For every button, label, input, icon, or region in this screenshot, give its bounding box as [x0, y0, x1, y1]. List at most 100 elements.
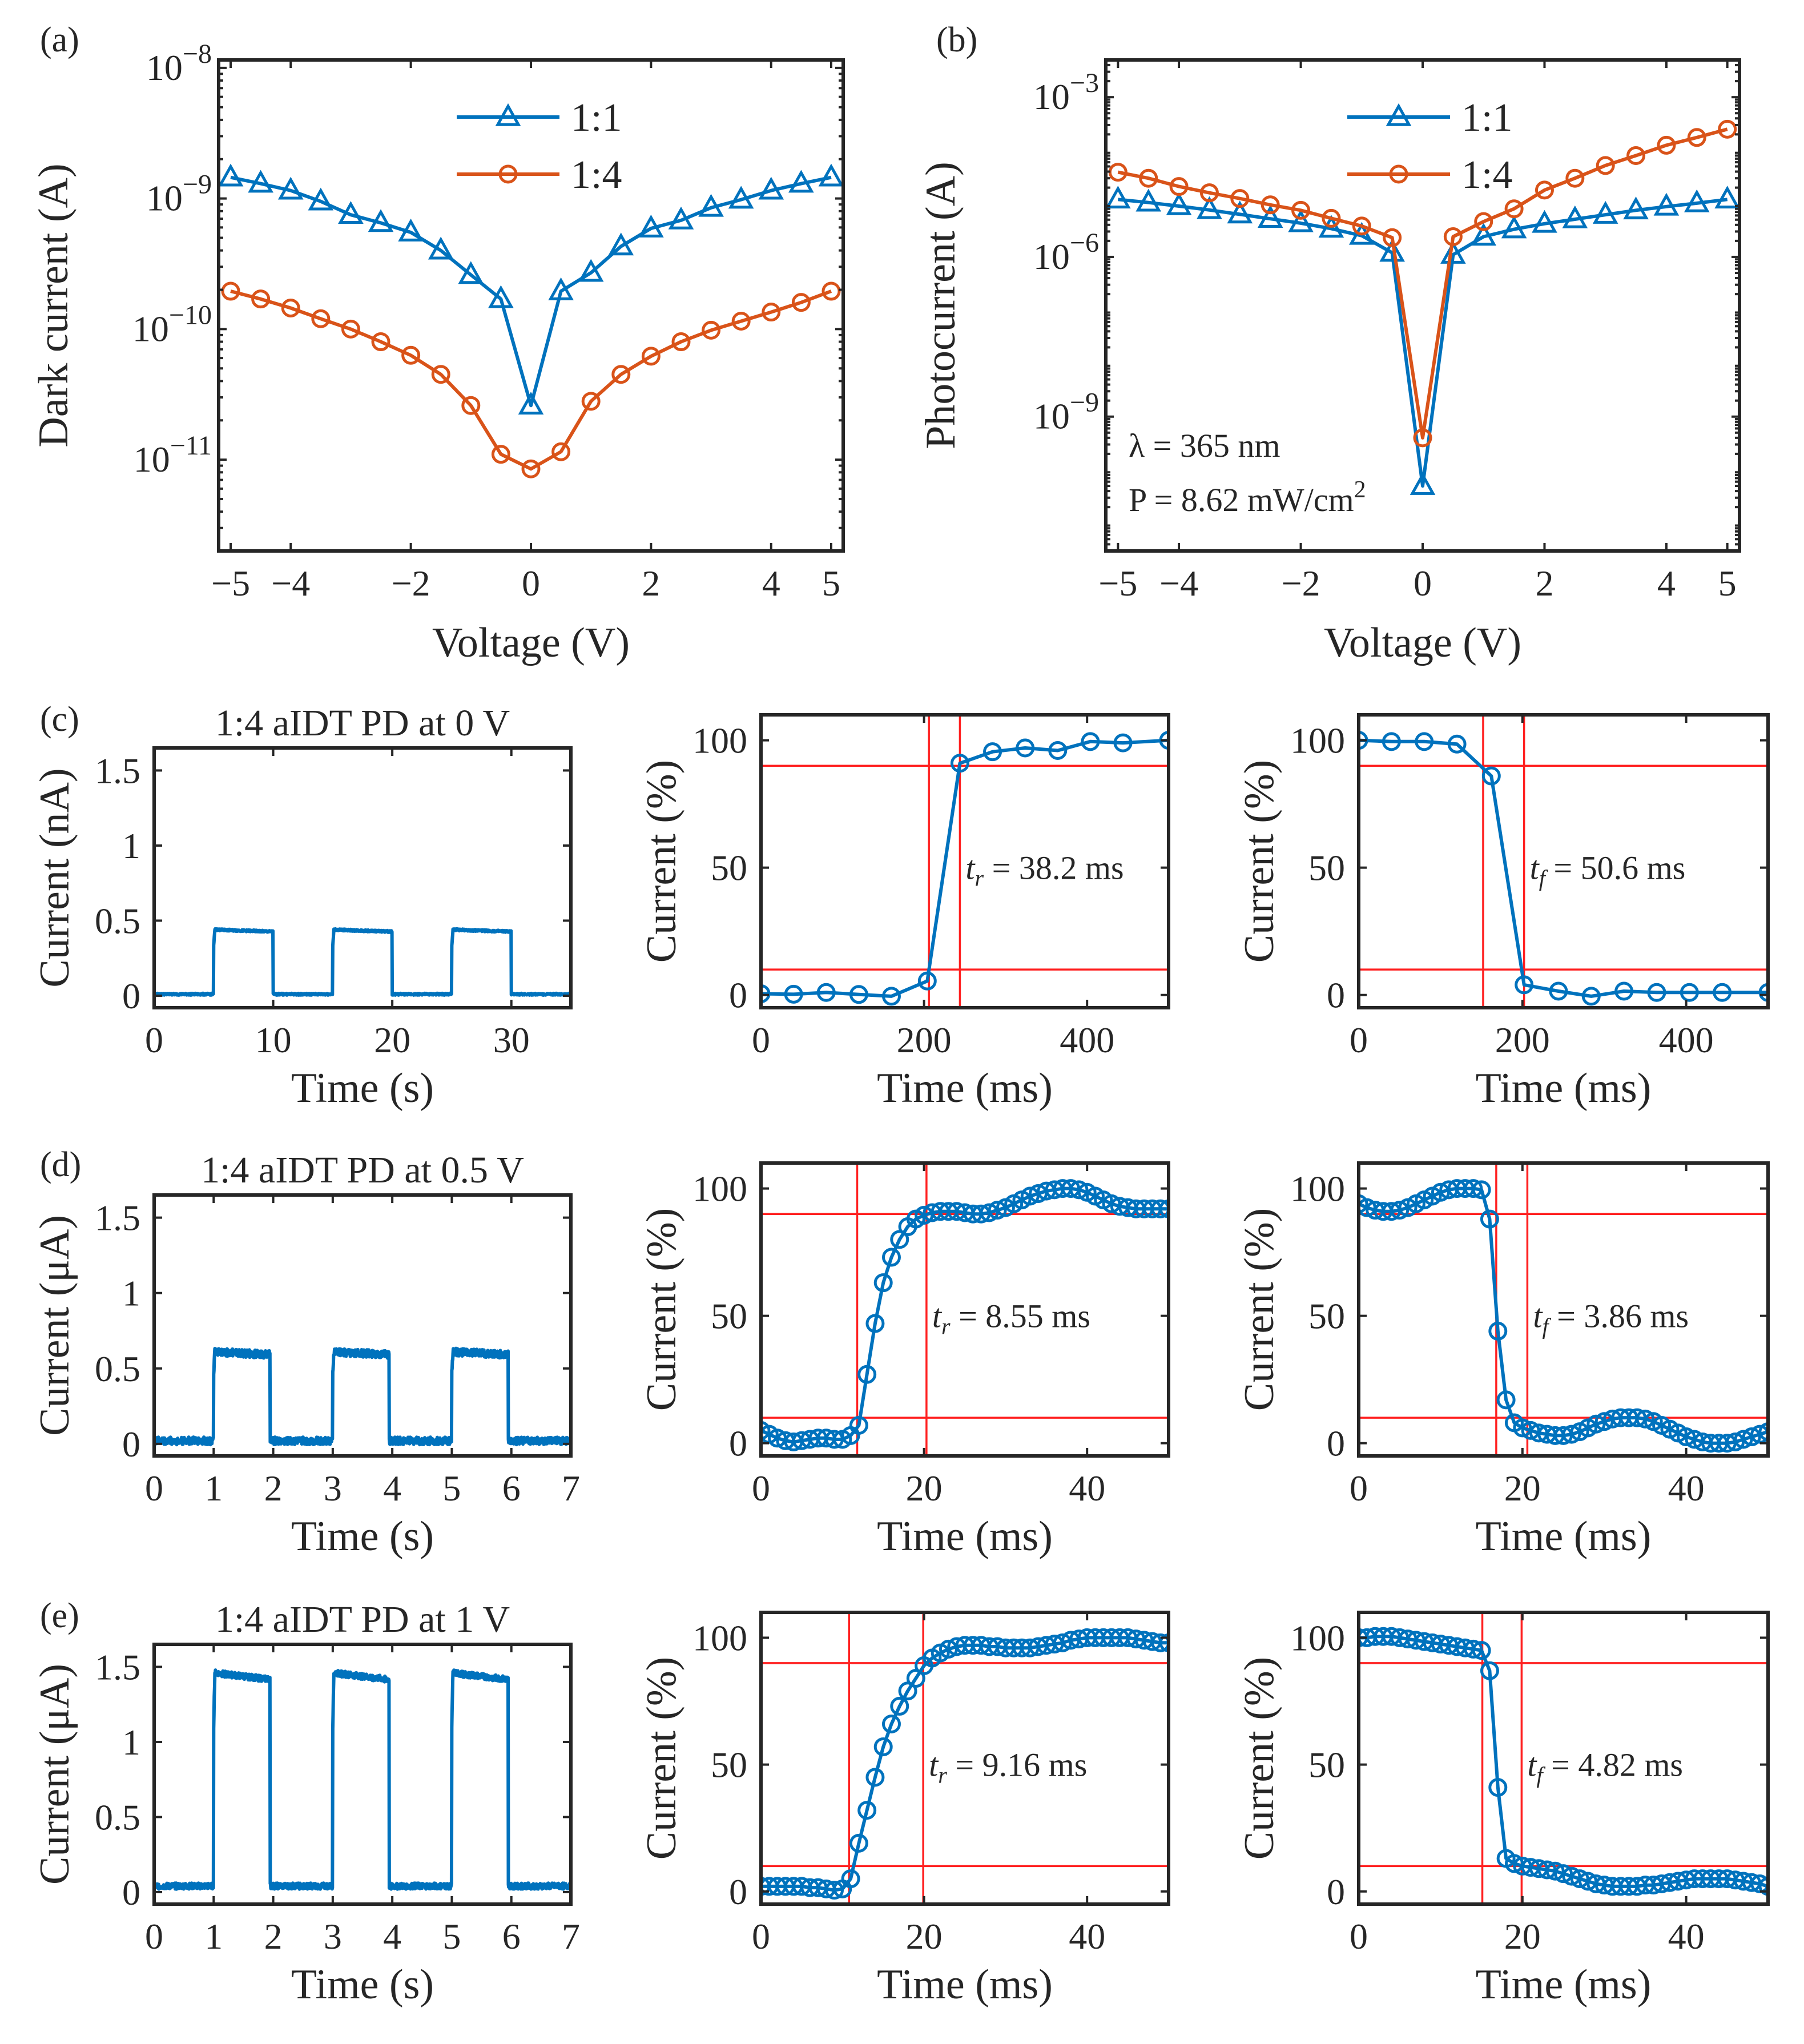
- y-tick-label: 0.5: [95, 900, 140, 941]
- y-tick-label: 1.5: [95, 1198, 140, 1238]
- x-tick-label: 3: [324, 1916, 342, 1957]
- plot-frame: [759, 713, 1170, 1009]
- x-tick-label: 0: [1350, 1468, 1368, 1508]
- data-point: [1714, 186, 1739, 209]
- data-point: [950, 754, 969, 773]
- data-point: [1581, 987, 1601, 1006]
- x-tick-label: 0: [145, 1020, 163, 1060]
- x-tick-label: 20: [906, 1468, 943, 1508]
- x-tick-label: 4: [383, 1916, 401, 1957]
- data-point: [1734, 1430, 1753, 1449]
- x-tick-label: 5: [442, 1916, 461, 1957]
- y-tick-label: 10−3: [1033, 68, 1099, 117]
- y-tick-label: 1: [122, 826, 140, 866]
- x-tick-label: 2: [1535, 563, 1553, 603]
- x-axis-title: Time (ms): [877, 1065, 1053, 1112]
- data-point: [731, 311, 751, 331]
- data-point: [398, 218, 424, 242]
- series-line-1:4: [1117, 127, 1728, 440]
- data-point: [1657, 135, 1676, 155]
- series-line-photocurrent: [154, 1668, 571, 1891]
- data-point: [1048, 741, 1068, 760]
- data-point: [488, 285, 514, 308]
- data-point: [1545, 1861, 1565, 1881]
- data-point: [1135, 188, 1162, 212]
- x-tick-label: 4: [762, 563, 780, 603]
- plot-frame: [1357, 713, 1770, 1009]
- plot-frame: [759, 1161, 1170, 1458]
- y-axis-title: Current (%): [638, 1208, 685, 1411]
- plot-frame: [759, 1611, 1170, 1906]
- y-tick-label: 10−9: [146, 170, 212, 219]
- data-point: [1081, 732, 1100, 751]
- data-point: [1382, 732, 1401, 751]
- plot-frame: [152, 1193, 573, 1458]
- data-point: [761, 1421, 771, 1440]
- data-point: [988, 1201, 1007, 1220]
- data-point: [1513, 1418, 1532, 1438]
- data-point: [461, 396, 481, 415]
- x-axis-title: Time (s): [291, 1961, 434, 2008]
- data-point: [1472, 1641, 1491, 1660]
- data-point: [865, 1768, 885, 1787]
- y-tick-label: 100: [1290, 1618, 1345, 1658]
- data-point: [1197, 196, 1222, 219]
- y-tick-label: 100: [692, 721, 747, 761]
- legend-label: 1:1: [1461, 96, 1512, 140]
- time-constant-label: tf = 3.86 ms: [1533, 1298, 1689, 1339]
- x-tick-label: 200: [1495, 1020, 1550, 1060]
- data-point: [1488, 1321, 1508, 1341]
- data-point: [818, 163, 843, 187]
- x-tick-label: 0: [752, 1468, 770, 1508]
- panel-title: 1:4 aIDT PD at 0.5 V: [201, 1149, 524, 1191]
- x-tick-label: 0: [1350, 1020, 1368, 1060]
- data-point: [371, 332, 390, 352]
- panel-c3: 0 200 400 0 50 100 Time (ms) Current (%) tf = 50…: [1236, 713, 1770, 1112]
- data-point: [1390, 1201, 1410, 1220]
- data-point: [1501, 215, 1527, 239]
- data-point: [1677, 1427, 1696, 1447]
- annotation-wavelength: λ = 365 nm: [1129, 427, 1280, 464]
- time-constant-label: tr = 38.2 ms: [965, 850, 1124, 891]
- series-line-photocurrent: [154, 927, 571, 997]
- data-point: [890, 1696, 909, 1716]
- data-point: [1230, 189, 1250, 208]
- x-tick-label: 7: [562, 1916, 580, 1957]
- x-axis-title: Time (s): [291, 1513, 434, 1560]
- data-point: [671, 332, 691, 352]
- data-point: [1159, 1199, 1169, 1218]
- data-point: [822, 281, 841, 301]
- panel-c1: 0 10 20 30 0 0.5 1 1.5 Time (s) Current (nA) 1:4 a…: [31, 700, 573, 1112]
- data-point: [1554, 1864, 1573, 1884]
- data-point: [857, 1365, 877, 1384]
- panel-d1: 0 1 2 3 4 5 6 7 0 0.5 1 1.5 Time (s) Current (μA) 1:4 …: [31, 1145, 580, 1560]
- data-point: [1322, 208, 1341, 228]
- x-tick-label: −4: [1159, 563, 1198, 603]
- plot-frame: [1357, 1161, 1770, 1458]
- x-tick-label: 2: [642, 563, 660, 603]
- data-point: [1169, 177, 1189, 196]
- data-point: [1570, 1869, 1589, 1889]
- x-tick-label: 40: [1668, 1916, 1705, 1957]
- data-point: [1352, 216, 1371, 236]
- data-point: [311, 309, 331, 328]
- panel-label: (c): [40, 700, 79, 739]
- panel-a: −5 −4 −2 0 2 4 5 10−8 10−9 10−10 10−11 Voltage (V) D…: [30, 21, 845, 666]
- series-line-rise: [761, 738, 1169, 998]
- y-tick-label: 0: [1327, 1872, 1345, 1912]
- data-point: [825, 1881, 844, 1900]
- y-tick-label: 10−6: [1033, 228, 1099, 277]
- x-axis-title: Time (ms): [877, 1961, 1053, 2008]
- y-axis-title: Current (%): [1236, 1657, 1283, 1860]
- y-tick-label: 100: [1290, 721, 1345, 761]
- x-axis-title: Time (ms): [1476, 1961, 1652, 2008]
- series-line-photocurrent: [154, 1346, 571, 1447]
- legend-label: 1:1: [571, 96, 622, 140]
- data-point: [1565, 168, 1585, 188]
- data-point: [1758, 1422, 1768, 1442]
- y-tick-label: 0: [729, 1423, 747, 1464]
- panel-label: (a): [40, 21, 79, 59]
- panel-d3: 0 20 40 0 50 100 Time (ms) Current (%) tf = 3.86…: [1236, 1161, 1770, 1560]
- panel-label: (e): [40, 1596, 79, 1635]
- data-point: [548, 277, 574, 300]
